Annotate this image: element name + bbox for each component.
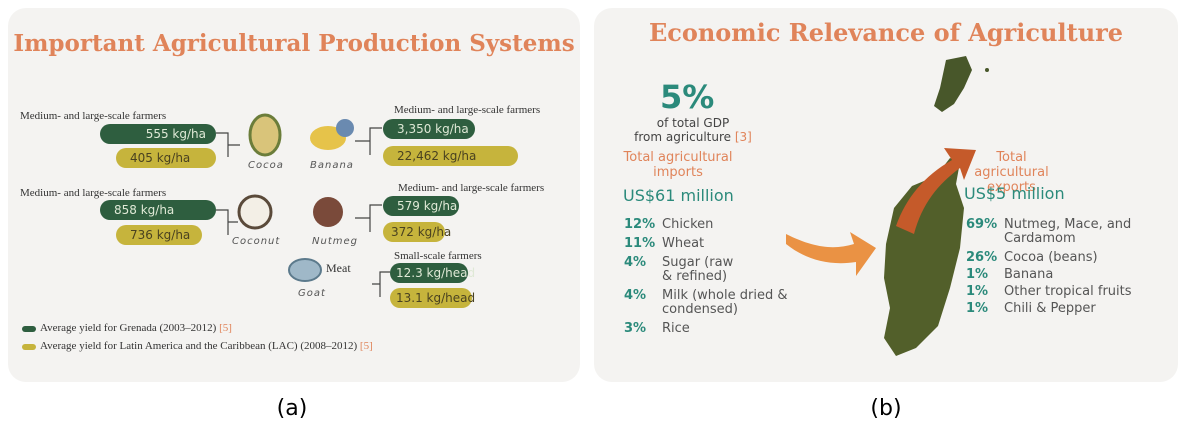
- lac-yield: 13.1 kg/head: [390, 288, 475, 308]
- islet: [985, 68, 989, 72]
- item-label: Chicken: [662, 217, 714, 232]
- nutmeg-icon: [313, 197, 343, 227]
- lac-yield: 372 kg/ha: [383, 222, 451, 242]
- share: 26%: [966, 250, 998, 265]
- reference: [5]: [359, 340, 373, 352]
- share: 1%: [966, 284, 989, 299]
- bracket: [216, 132, 240, 157]
- crop-icons: [237, 113, 354, 282]
- crop-label: Cocoa: [248, 160, 284, 171]
- map: [786, 56, 989, 356]
- imports-list: 12% Chicken 11% Wheat 4% Sugar (raw & refin…: [624, 218, 794, 336]
- share: 1%: [966, 267, 989, 282]
- farmer-group: Medium- and large-scale farmers: [20, 187, 167, 199]
- list-item: 11% Wheat: [624, 237, 794, 251]
- island: [934, 56, 972, 112]
- cocoa-icon: [248, 113, 282, 157]
- list-item: 1% Banana: [966, 268, 1171, 282]
- legend-swatch: [22, 344, 36, 350]
- farmer-group: Medium- and large-scale farmers: [398, 182, 545, 194]
- imports-heading: Total agricultural imports: [623, 150, 733, 180]
- item-label: Banana: [1004, 267, 1054, 282]
- banana-bowl: [336, 119, 354, 137]
- gdp-line: from agriculture: [634, 130, 732, 144]
- share: 11%: [624, 236, 656, 251]
- share: 3%: [624, 321, 647, 336]
- exports-list: 69% Nutmeg, Mace, and Cardamom 26% Cocoa (…: [966, 218, 1171, 316]
- farmer-group: Medium- and large-scale farmers: [394, 104, 541, 116]
- legend-label: Average yield for Grenada (2003–2012): [40, 322, 217, 334]
- crop-label: Coconut: [232, 236, 281, 247]
- farmer-group: Small-scale farmers: [394, 250, 482, 262]
- legend-entry: Average yield for Latin America and the …: [40, 340, 373, 352]
- list-item: 4% Milk (whole dried & condensed): [624, 289, 794, 317]
- list-item: 26% Cocoa (beans): [966, 251, 1171, 265]
- bracket: [355, 127, 382, 155]
- reference: [5]: [219, 322, 232, 334]
- item-label: Nutmeg, Mace, and Cardamom: [1004, 217, 1132, 246]
- mainland: [884, 158, 964, 356]
- grenada-yield: 858 kg/ha: [100, 200, 216, 220]
- panel-title: Economic Relevance of Agriculture: [648, 18, 1124, 47]
- crop-label: Goat: [298, 288, 326, 299]
- legend-label: Average yield for Latin America and the …: [40, 340, 358, 352]
- list-item: 4% Sugar (raw & refined): [624, 256, 794, 284]
- legend-entry: Average yield for Grenada (2003–2012) [5…: [40, 322, 232, 334]
- bracket: [216, 209, 238, 235]
- item-label: Milk (whole dried & condensed): [662, 288, 788, 317]
- panel-title: Important Agricultural Production System…: [13, 30, 575, 57]
- product-label: Meat: [326, 261, 351, 275]
- legend-swatch: [22, 326, 36, 332]
- reference: [3]: [734, 130, 752, 144]
- list-item: 69% Nutmeg, Mace, and Cardamom: [966, 218, 1171, 246]
- share: 4%: [624, 255, 647, 270]
- import-arrow: [786, 232, 876, 276]
- list-item: 1% Other tropical fruits: [966, 285, 1171, 299]
- goat-icon: [288, 258, 322, 282]
- export-arrow: [896, 148, 976, 234]
- grenada-yield: 12.3 kg/head: [390, 263, 475, 283]
- grenada-yield: 555 kg/ha: [100, 124, 216, 144]
- panel-a: [8, 8, 580, 382]
- share: 4%: [624, 288, 647, 303]
- share: 12%: [624, 217, 656, 232]
- list-item: 3% Rice: [624, 322, 794, 336]
- crop-label: Nutmeg: [312, 236, 358, 247]
- gdp-line: of total GDP: [656, 116, 730, 130]
- gdp-share: 5%: [660, 78, 715, 116]
- caption: (a): [276, 396, 308, 421]
- item-label: Cocoa (beans): [1004, 250, 1098, 265]
- crop-label: Banana: [310, 160, 354, 171]
- list-item: 1% Chili & Pepper: [966, 302, 1171, 316]
- coconut-icon: [237, 194, 273, 230]
- caption: (b): [870, 396, 902, 421]
- exports-total: US$5 million: [964, 184, 1065, 203]
- item-label: Chili & Pepper: [1004, 301, 1096, 316]
- share: 69%: [966, 217, 998, 232]
- farmer-group: Medium- and large-scale farmers: [20, 110, 167, 122]
- item-label: Rice: [662, 321, 690, 336]
- item-label: Sugar (raw & refined): [662, 255, 734, 284]
- gdp-caption: of total GDP from agriculture [3]: [628, 116, 758, 144]
- share: 1%: [966, 301, 989, 316]
- grenada-yield: 579 kg/ha: [383, 196, 459, 216]
- connectors: [22, 113, 390, 350]
- grenada-yield: 3,350 kg/ha: [383, 119, 475, 139]
- lac-yield: 22,462 kg/ha: [383, 146, 518, 166]
- lac-yield: 736 kg/ha: [116, 225, 202, 245]
- bracket: [372, 271, 390, 297]
- exports-heading: Total agricultural exports: [974, 150, 1049, 195]
- item-label: Other tropical fruits: [1004, 284, 1132, 299]
- item-label: Wheat: [662, 236, 705, 251]
- panel-b: [594, 8, 1178, 382]
- bracket: [355, 204, 382, 232]
- list-item: 12% Chicken: [624, 218, 794, 232]
- imports-total: US$61 million: [623, 186, 734, 205]
- lac-yield: 405 kg/ha: [116, 148, 216, 168]
